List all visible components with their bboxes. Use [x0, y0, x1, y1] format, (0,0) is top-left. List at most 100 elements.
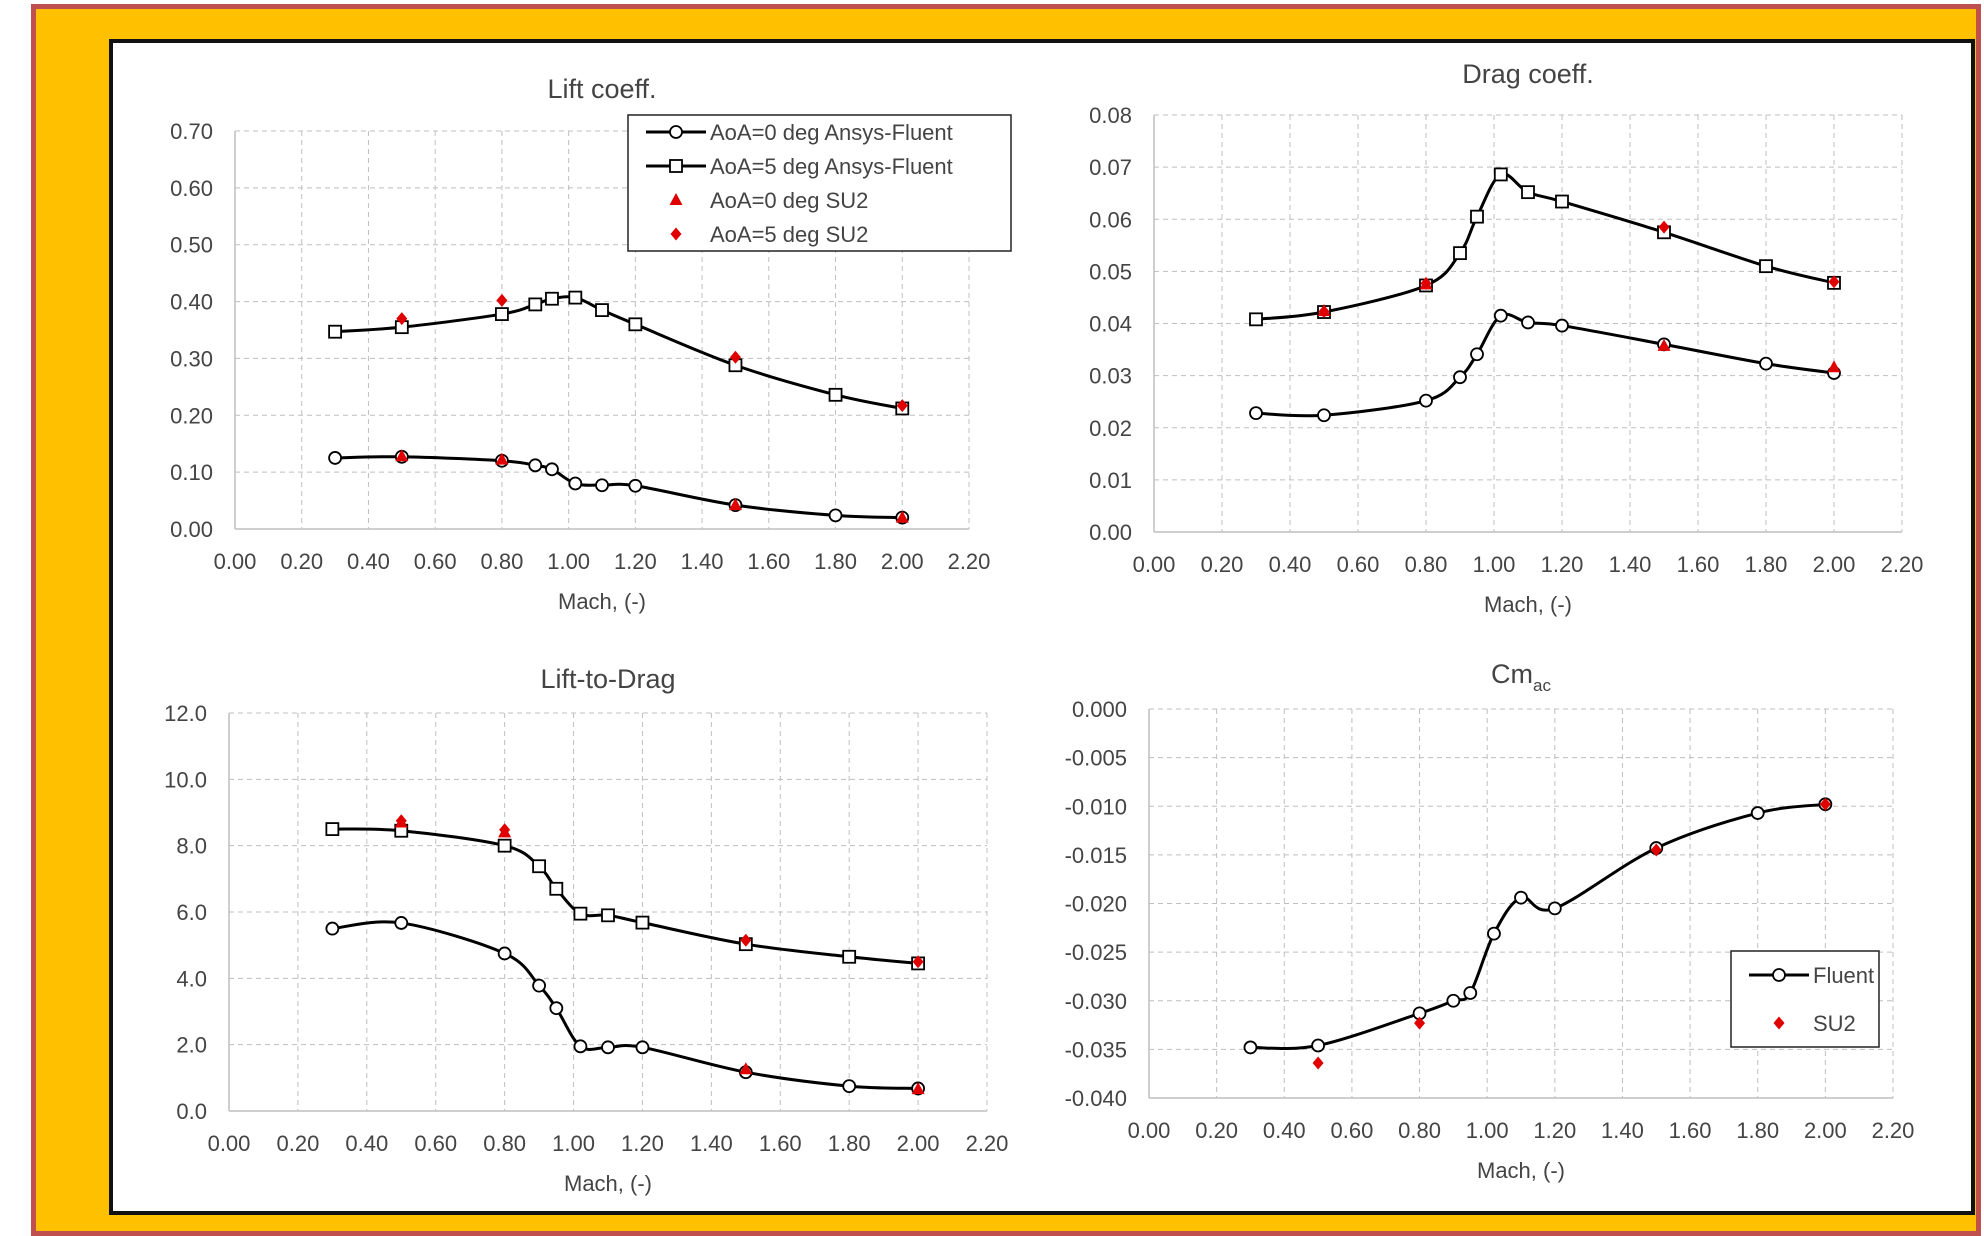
- x-tick-label: 0.60: [414, 1131, 457, 1156]
- data-point-circle: [1521, 315, 1535, 330]
- data-point-circle: [528, 458, 543, 473]
- data-point-diamond: [740, 933, 752, 947]
- y-tick-label: 0.40: [170, 290, 213, 315]
- data-point-diamond: [395, 814, 407, 828]
- x-tick-label: 0.40: [345, 1131, 388, 1156]
- x-tick-label: 2.20: [948, 549, 991, 574]
- x-tick-label: 1.20: [614, 549, 657, 574]
- data-point-circle: [1446, 993, 1461, 1008]
- y-tick-label: 0.04: [1089, 312, 1132, 337]
- x-axis-label: Mach, (-): [1484, 592, 1572, 617]
- x-tick-label: 1.40: [1601, 1118, 1644, 1143]
- data-point-diamond: [729, 350, 741, 364]
- data-point-circle: [532, 978, 546, 993]
- data-point-circle: [573, 1039, 588, 1054]
- y-tick-label: 4.0: [176, 966, 207, 991]
- x-tick-label: 0.20: [1195, 1118, 1238, 1143]
- y-tick-label: -0.025: [1065, 940, 1127, 965]
- series-line: [332, 827, 919, 965]
- series-line: [334, 295, 903, 410]
- legend-label: AoA=5 deg Ansys-Fluent: [710, 154, 953, 179]
- legend-marker-diamond: [670, 227, 682, 241]
- figure-panel: 0.00 0.20 0.40 0.60 0.80 1.00 1.20 1.40 1.60 1.80…: [109, 39, 1975, 1215]
- data-point-circle: [842, 1079, 857, 1094]
- y-tick-label: 0.07: [1089, 155, 1132, 180]
- legend-marker-diamond: [1773, 1016, 1785, 1030]
- data-point-circle: [394, 916, 409, 930]
- y-tick-label: 0.01: [1089, 468, 1132, 493]
- y-tick-label: -0.035: [1065, 1037, 1127, 1062]
- chart-title: Lift-to-Drag: [540, 664, 675, 694]
- data-point-triangle: [739, 1062, 753, 1075]
- data-point-circle: [601, 1040, 615, 1055]
- data-point-circle: [1249, 406, 1263, 421]
- y-tick-label: 0.30: [170, 346, 213, 371]
- x-tick-label: 0.80: [1405, 552, 1448, 577]
- legend-box: [627, 114, 1012, 252]
- y-tick-label: 0.0: [176, 1099, 207, 1124]
- data-point-diamond: [1414, 1016, 1426, 1030]
- x-tick-label: 1.80: [828, 1131, 871, 1156]
- y-tick-label: 0.02: [1089, 416, 1132, 441]
- series-line: [335, 455, 903, 520]
- data-point-circle: [1470, 347, 1484, 362]
- series-line: [332, 920, 919, 1090]
- data-point-diamond: [1420, 276, 1432, 290]
- legend: Fluent SU2: [1730, 950, 1880, 1048]
- x-tick-label: 0.40: [1269, 552, 1312, 577]
- x-tick-label: 0.20: [280, 549, 323, 574]
- data-point-circle: [497, 946, 512, 961]
- data-point-triangle: [1657, 338, 1671, 351]
- x-tick-label: 1.80: [1736, 1118, 1779, 1143]
- data-point-diamond: [1318, 305, 1330, 319]
- data-point-triangle: [911, 1082, 925, 1095]
- x-tick-label: 0.00: [214, 549, 257, 574]
- data-point-triangle: [895, 510, 909, 523]
- x-tick-label: 0.20: [276, 1131, 319, 1156]
- data-point-circle: [595, 478, 609, 493]
- legend-label: SU2: [1813, 1011, 1856, 1036]
- data-point-triangle: [728, 498, 742, 511]
- data-point-diamond: [1650, 843, 1662, 857]
- data-point-square: [328, 324, 342, 339]
- x-tick-label: 0.80: [1398, 1118, 1441, 1143]
- y-tick-label: -0.015: [1065, 843, 1127, 868]
- data-point-square: [325, 822, 340, 836]
- y-tick-label: 8.0: [176, 834, 207, 859]
- y-tick-label: -0.010: [1065, 794, 1127, 819]
- y-tick-label: 0.50: [170, 233, 213, 258]
- data-point-square: [568, 290, 583, 305]
- data-point-circle: [1243, 1040, 1258, 1055]
- data-point-square: [1470, 209, 1484, 224]
- data-point-diamond: [1819, 797, 1831, 811]
- legend-marker-circle: [1772, 968, 1786, 982]
- data-point-diamond: [1828, 275, 1840, 289]
- chart-title: Drag coeff.: [1462, 59, 1594, 89]
- data-point-square: [1249, 312, 1263, 327]
- legend-marker-circle: [669, 125, 683, 139]
- data-point-circle: [1759, 356, 1773, 371]
- data-point-square: [1759, 259, 1773, 274]
- data-point-square: [1453, 246, 1467, 261]
- series-line: [1255, 312, 1835, 418]
- legend-label: Fluent: [1813, 963, 1874, 988]
- legend-label: AoA=0 deg SU2: [710, 188, 868, 213]
- data-point-square: [549, 881, 564, 896]
- x-tick-label: 1.20: [621, 1131, 664, 1156]
- data-point-circle: [1514, 890, 1528, 905]
- legend-label: AoA=0 deg Ansys-Fluent: [710, 120, 953, 145]
- data-point-diamond: [499, 823, 511, 837]
- data-point-square: [497, 838, 512, 853]
- data-point-square: [601, 908, 615, 923]
- x-tick-label: 1.40: [690, 1131, 733, 1156]
- data-point-circle: [1317, 408, 1331, 423]
- data-point-square: [528, 297, 543, 312]
- data-point-triangle: [395, 449, 409, 462]
- data-point-circle: [1463, 986, 1478, 1000]
- data-point-square: [828, 387, 843, 402]
- y-tick-label: 12.0: [164, 701, 207, 726]
- y-tick-label: 0.20: [170, 403, 213, 428]
- data-point-diamond: [1658, 220, 1670, 234]
- data-point-square: [573, 906, 588, 921]
- data-point-square: [495, 307, 509, 321]
